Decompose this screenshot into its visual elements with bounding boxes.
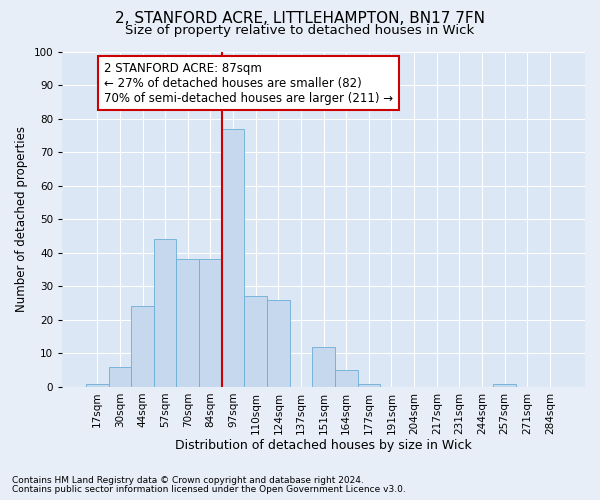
Bar xyxy=(358,384,380,387)
Text: 2 STANFORD ACRE: 87sqm
← 27% of detached houses are smaller (82)
70% of semi-det: 2 STANFORD ACRE: 87sqm ← 27% of detached… xyxy=(104,62,393,104)
Y-axis label: Number of detached properties: Number of detached properties xyxy=(15,126,28,312)
Bar xyxy=(244,296,267,387)
Text: Contains public sector information licensed under the Open Government Licence v3: Contains public sector information licen… xyxy=(12,485,406,494)
Bar xyxy=(493,384,516,387)
Bar xyxy=(131,306,154,387)
Bar xyxy=(312,346,335,387)
Bar xyxy=(154,240,176,387)
Bar xyxy=(109,367,131,387)
Bar xyxy=(86,384,109,387)
X-axis label: Distribution of detached houses by size in Wick: Distribution of detached houses by size … xyxy=(175,440,472,452)
Bar xyxy=(267,300,290,387)
Text: 2, STANFORD ACRE, LITTLEHAMPTON, BN17 7FN: 2, STANFORD ACRE, LITTLEHAMPTON, BN17 7F… xyxy=(115,11,485,26)
Text: Contains HM Land Registry data © Crown copyright and database right 2024.: Contains HM Land Registry data © Crown c… xyxy=(12,476,364,485)
Text: Size of property relative to detached houses in Wick: Size of property relative to detached ho… xyxy=(125,24,475,37)
Bar xyxy=(176,260,199,387)
Bar xyxy=(335,370,358,387)
Bar xyxy=(222,128,244,387)
Bar xyxy=(199,260,222,387)
